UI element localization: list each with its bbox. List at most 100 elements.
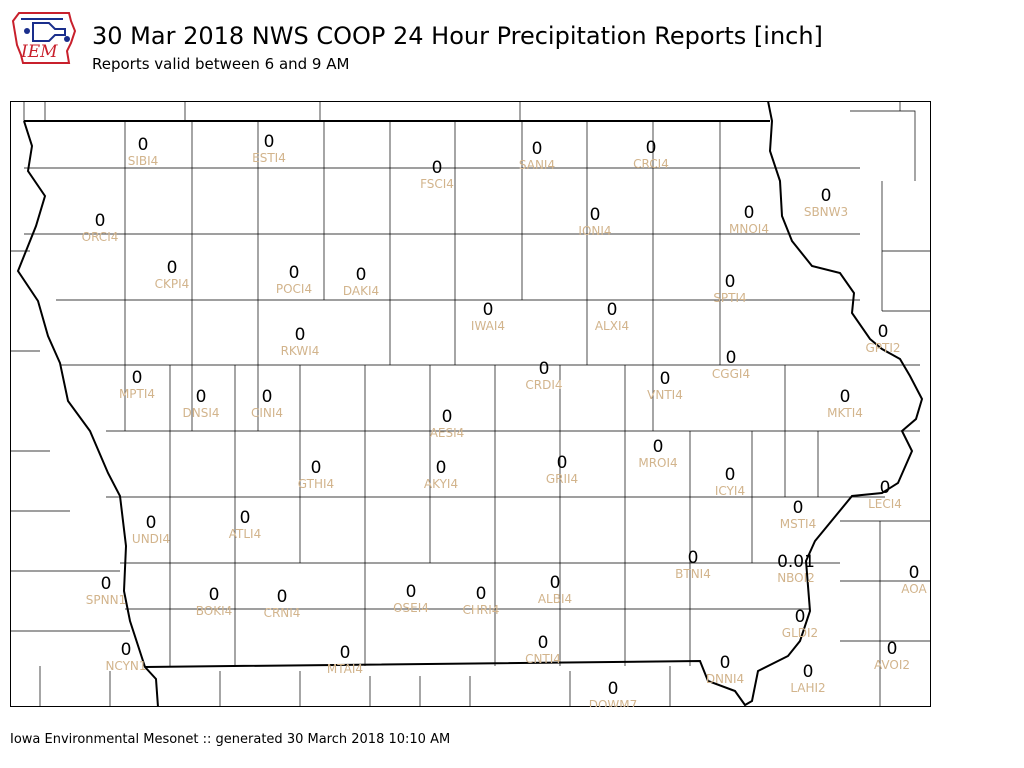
station-id: CKPI4: [155, 277, 190, 291]
svg-text:IEM: IEM: [20, 42, 58, 62]
footer-credit: Iowa Environmental Mesonet :: generated …: [10, 732, 451, 747]
precip-value: 0: [295, 325, 306, 345]
precip-value: 0: [880, 478, 891, 498]
precip-value: 0: [887, 639, 898, 659]
precip-value: 0: [539, 359, 550, 379]
precip-value: 0: [590, 205, 601, 225]
precip-value: 0: [432, 158, 443, 178]
station-id: CINI4: [251, 406, 283, 420]
station-id: AOA: [901, 582, 927, 596]
precip-value: 0: [608, 679, 619, 699]
station-id: MTAI4: [327, 662, 363, 676]
precip-value: 0.01: [777, 552, 815, 572]
precip-value: 0: [264, 132, 275, 152]
station-id: SIBI4: [128, 154, 159, 168]
precip-value: 0: [277, 587, 288, 607]
station-id: ALXI4: [595, 319, 629, 333]
precip-value: 0: [795, 607, 806, 627]
station-id: DNNI4: [706, 672, 744, 686]
precip-value: 0: [356, 265, 367, 285]
station-id: BTNI4: [675, 567, 711, 581]
station-id: DOWM7: [589, 698, 638, 707]
precip-value: 0: [557, 453, 568, 473]
station-id: AVOI2: [874, 658, 910, 672]
station-id: LAHI2: [790, 681, 825, 695]
precip-value: 0: [436, 458, 447, 478]
precip-value: 0: [726, 348, 737, 368]
station-id: ICYI4: [715, 484, 745, 498]
precip-value: 0: [196, 387, 207, 407]
state-borders: [16, 101, 924, 707]
precip-value: 0: [803, 662, 814, 682]
station-id: AESI4: [430, 426, 465, 440]
station-id: ESTI4: [252, 151, 286, 165]
station-id: CRNI4: [264, 606, 301, 620]
station-id: VNTI4: [647, 388, 683, 402]
station-id: SBNW3: [804, 205, 848, 219]
station-id: BOKI4: [196, 604, 233, 618]
station-id: SPTI4: [713, 291, 746, 305]
precip-value: 0: [821, 186, 832, 206]
precip-value: 0: [653, 437, 664, 457]
station-id: NBOI2: [777, 571, 815, 585]
precip-value: 0: [132, 368, 143, 388]
precip-value: 0: [793, 498, 804, 518]
station-id: LECI4: [868, 497, 902, 511]
station-id: MKTI4: [827, 406, 863, 420]
station-id: SANI4: [519, 158, 555, 172]
county-lines: [10, 101, 930, 707]
precip-value: 0: [744, 203, 755, 223]
precip-value: 0: [532, 139, 543, 159]
station-id: ALBI4: [538, 592, 572, 606]
precip-value: 0: [209, 585, 220, 605]
precip-value: 0: [262, 387, 273, 407]
map-title: 30 Mar 2018 NWS COOP 24 Hour Precipitati…: [92, 22, 823, 50]
station-id: DAKI4: [343, 284, 379, 298]
precip-value: 0: [878, 322, 889, 342]
station-id: RKWI4: [281, 344, 320, 358]
station-id: GRII4: [546, 472, 578, 486]
station-id: FSCI4: [420, 177, 454, 191]
station-id: AKYI4: [424, 477, 458, 491]
station-id: CRDI4: [525, 378, 562, 392]
precip-value: 0: [550, 573, 561, 593]
precip-value: 0: [909, 563, 920, 583]
station-id: CHRI4: [463, 603, 500, 617]
station-id: DNSI4: [182, 406, 219, 420]
precip-value: 0: [660, 369, 671, 389]
precip-value: 0: [646, 138, 657, 158]
station-id: POCI4: [276, 282, 312, 296]
precip-value: 0: [406, 582, 417, 602]
station-id: IWAI4: [471, 319, 505, 333]
precip-value: 0: [688, 548, 699, 568]
precip-value: 0: [442, 407, 453, 427]
